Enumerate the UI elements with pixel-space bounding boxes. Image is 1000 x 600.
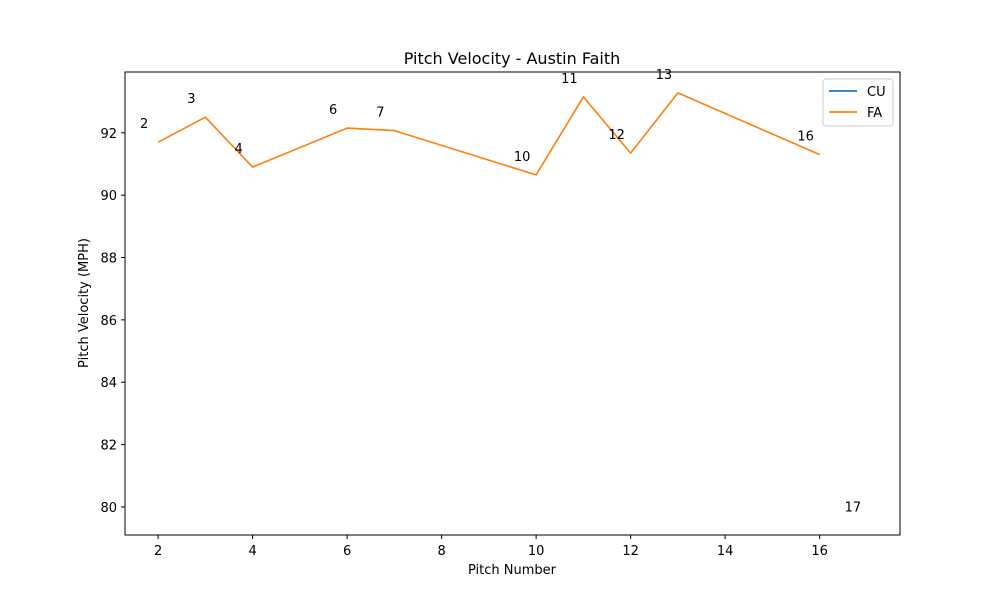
- point-annotation: 6: [329, 103, 337, 118]
- x-axis-label: Pitch Number: [468, 563, 557, 578]
- y-tick-label: 88: [100, 252, 117, 267]
- point-annotation: 4: [234, 142, 242, 157]
- x-tick-label: 12: [622, 544, 639, 559]
- y-tick-label: 92: [100, 127, 117, 142]
- y-tick-label: 90: [100, 189, 117, 204]
- x-tick-label: 4: [248, 544, 256, 559]
- x-tick-label: 16: [811, 544, 828, 559]
- legend: CU FA: [822, 78, 894, 127]
- x-tick-label: 14: [717, 544, 734, 559]
- point-annotation: 11: [561, 72, 578, 87]
- point-annotation: 3: [187, 92, 195, 107]
- point-annotation: 13: [656, 68, 673, 83]
- point-annotation: 16: [797, 130, 814, 145]
- legend-label-fa: FA: [867, 106, 882, 121]
- point-annotation: 10: [514, 150, 531, 165]
- point-annotation: 12: [608, 128, 625, 143]
- point-annotation: 7: [376, 106, 384, 121]
- y-tick-label: 80: [100, 501, 117, 516]
- y-tick-label: 84: [100, 376, 117, 391]
- y-tick-label: 82: [100, 439, 117, 454]
- x-tick-label: 8: [437, 544, 445, 559]
- point-annotation: 2: [140, 117, 148, 132]
- x-tick-label: 6: [343, 544, 351, 559]
- axes-frame: [124, 71, 901, 536]
- plot-area: 2 4 6 8 10 12 14 16 80 82 84 86 88 90 92 2 3 4 6 7 10 11 12 13 1…: [100, 68, 901, 559]
- legend-label-cu: CU: [867, 85, 886, 100]
- x-tick-label: 10: [528, 544, 545, 559]
- chart-title: Pitch Velocity - Austin Faith: [404, 49, 621, 68]
- y-tick-label: 86: [100, 314, 117, 329]
- y-axis-label: Pitch Velocity (MPH): [77, 238, 92, 368]
- point-annotation: 17: [845, 501, 862, 516]
- series-line-fa: [157, 92, 821, 176]
- x-tick-label: 2: [154, 544, 162, 559]
